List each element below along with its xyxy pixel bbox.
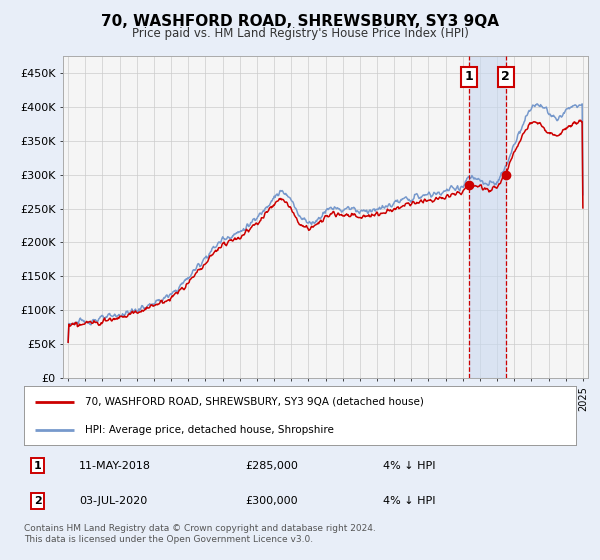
Text: 11-MAY-2018: 11-MAY-2018 [79,460,151,470]
Bar [469,56,506,378]
Text: 2: 2 [34,496,41,506]
Text: £285,000: £285,000 [245,460,298,470]
Text: £300,000: £300,000 [245,496,298,506]
Text: Contains HM Land Registry data © Crown copyright and database right 2024.
This d: Contains HM Land Registry data © Crown c… [24,524,376,544]
Text: 4% ↓ HPI: 4% ↓ HPI [383,496,436,506]
Text: 1: 1 [34,460,41,470]
Text: 1: 1 [464,71,473,83]
Text: Price paid vs. HM Land Registry's House Price Index (HPI): Price paid vs. HM Land Registry's House … [131,27,469,40]
Text: HPI: Average price, detached house, Shropshire: HPI: Average price, detached house, Shro… [85,425,334,435]
Text: 2: 2 [501,71,510,83]
Text: 70, WASHFORD ROAD, SHREWSBURY, SY3 9QA: 70, WASHFORD ROAD, SHREWSBURY, SY3 9QA [101,14,499,29]
Text: 03-JUL-2020: 03-JUL-2020 [79,496,148,506]
Text: 70, WASHFORD ROAD, SHREWSBURY, SY3 9QA (detached house): 70, WASHFORD ROAD, SHREWSBURY, SY3 9QA (… [85,396,424,407]
Text: 4% ↓ HPI: 4% ↓ HPI [383,460,436,470]
